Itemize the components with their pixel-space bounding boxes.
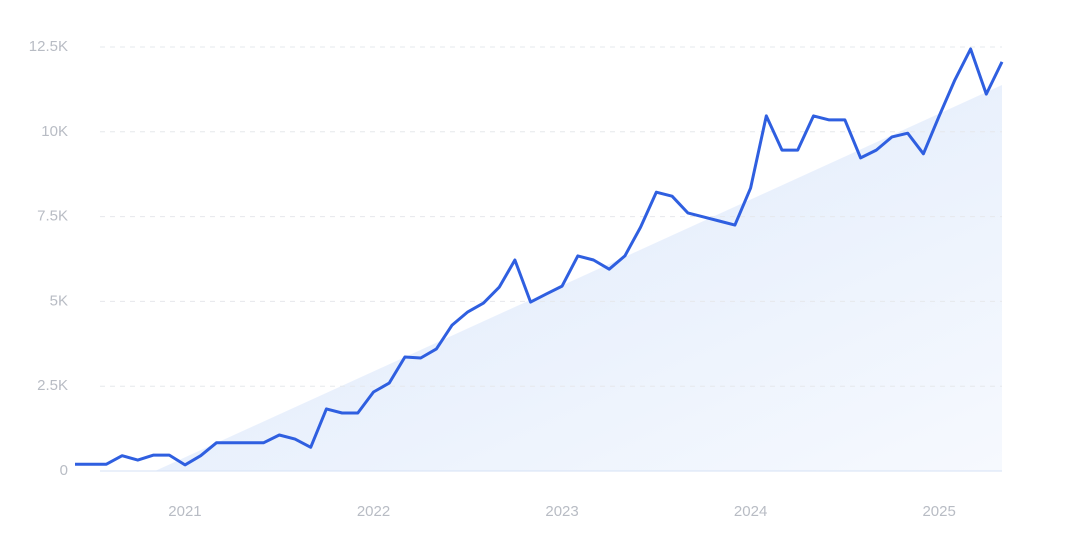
y-tick-label: 0 bbox=[60, 462, 68, 479]
data-line bbox=[75, 47, 1004, 467]
x-tick-label: 2021 bbox=[168, 503, 201, 520]
x-tick-label: 2025 bbox=[922, 503, 955, 520]
y-tick-label: 12.5K bbox=[29, 38, 68, 55]
trend-area bbox=[155, 85, 1002, 471]
x-tick-label: 2022 bbox=[357, 503, 390, 520]
y-tick-label: 10K bbox=[41, 123, 68, 140]
y-tick-label: 7.5K bbox=[37, 208, 68, 225]
y-tick-label: 2.5K bbox=[37, 377, 68, 394]
y-tick-label: 5K bbox=[50, 292, 68, 309]
x-tick-label: 2024 bbox=[734, 503, 767, 520]
x-tick-label: 2023 bbox=[545, 503, 578, 520]
